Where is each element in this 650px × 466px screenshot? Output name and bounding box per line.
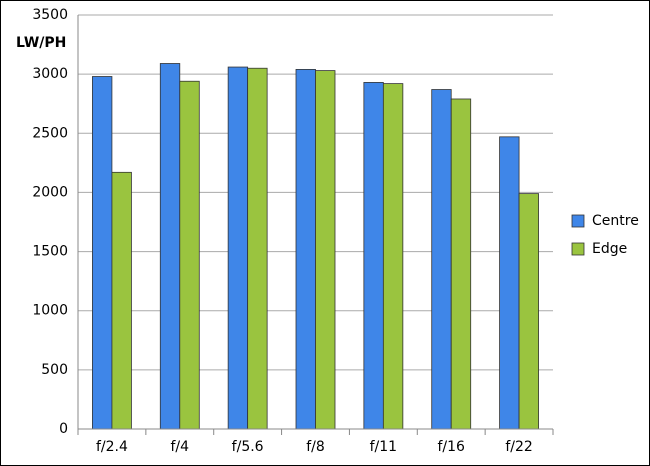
y-tick-label: 1000 [32, 303, 68, 319]
y-axis-label: LW/PH [16, 35, 66, 51]
bar [315, 70, 336, 430]
bar [159, 63, 181, 430]
bar [295, 69, 316, 430]
y-tick-label: 1500 [32, 244, 68, 260]
bar [227, 66, 249, 430]
y-tick-label: 3500 [32, 7, 68, 23]
x-tick-label: f/16 [437, 439, 465, 455]
y-tick-label: 0 [59, 421, 68, 437]
legend-swatch [571, 214, 585, 228]
y-tick-label: 3000 [32, 66, 68, 82]
x-tick-label: f/22 [505, 439, 532, 455]
bar [518, 193, 539, 430]
y-tick-label: 500 [41, 362, 68, 378]
bar [382, 83, 404, 430]
bar [247, 67, 268, 430]
x-tick-label: f/8 [306, 439, 325, 455]
x-tick-label: f/2.4 [96, 439, 128, 455]
bar [499, 136, 520, 430]
y-tick-label: 2000 [32, 184, 68, 200]
x-tick-label: f/5.6 [232, 439, 264, 455]
legend-swatch [571, 242, 585, 256]
y-tick-label: 2500 [32, 125, 68, 141]
bar [111, 171, 132, 430]
bar [431, 89, 452, 430]
bar [92, 76, 113, 430]
x-tick-label: f/11 [370, 439, 397, 455]
legend-label: Centre [592, 213, 639, 229]
bar [450, 98, 472, 430]
legend-label: Edge [592, 241, 627, 257]
bar [363, 82, 384, 430]
x-tick-label: f/4 [171, 439, 190, 455]
bar [179, 80, 200, 430]
